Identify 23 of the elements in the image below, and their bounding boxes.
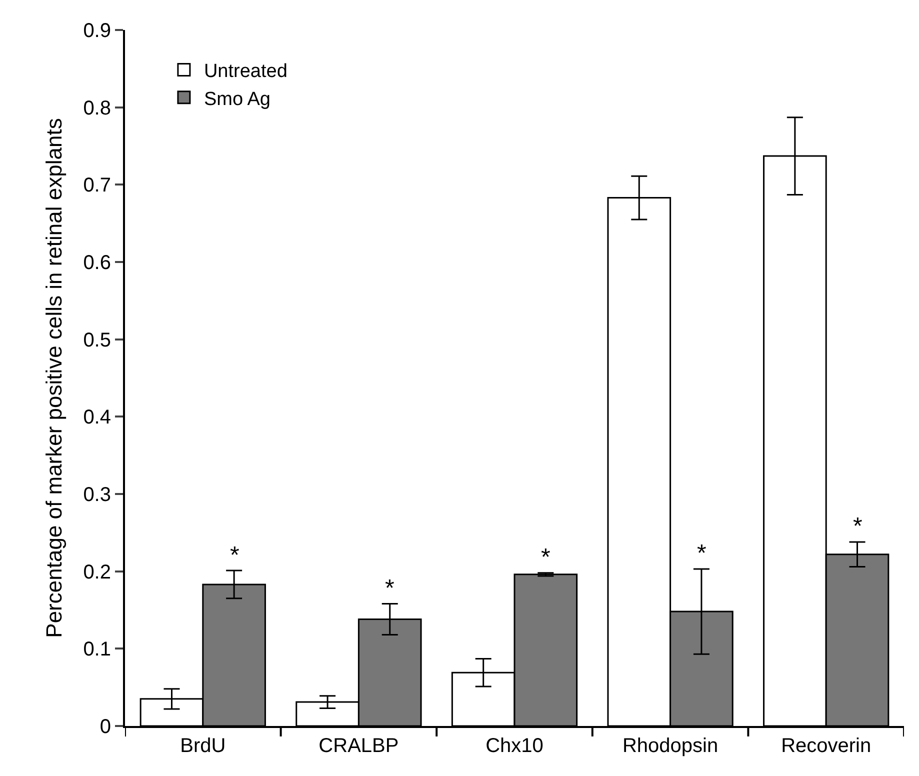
legend-label: Untreated [204, 61, 288, 82]
y-tick-label: 0 [100, 716, 111, 738]
annotation: * [697, 540, 706, 567]
y-axis-title: Percentage of marker positive cells in retinal explants [41, 118, 66, 638]
legend-label: Smo Ag [204, 88, 270, 110]
y-tick-label: 0.1 [83, 638, 111, 661]
annotation: * [541, 544, 550, 571]
annotation: * [385, 575, 394, 602]
x-tick-label: Recoverin [781, 735, 872, 757]
x-tick-label: BrdU [180, 735, 226, 757]
y-tick-label: 0.7 [83, 174, 111, 197]
annotation: * [853, 513, 862, 540]
y-tick-label: 0.4 [83, 406, 111, 429]
x-tick-label: CRALBP [318, 735, 399, 757]
y-tick-label: 0.8 [83, 97, 111, 120]
annotation: * [230, 542, 240, 569]
x-tick-label: Rhodopsin [622, 735, 718, 757]
y-tick-label: 0.2 [83, 561, 111, 584]
x-tick-label: Chx10 [486, 735, 544, 757]
y-tick-label: 0.9 [83, 20, 111, 42]
y-tick-label: 0.3 [83, 484, 111, 506]
y-tick-label: 0.5 [83, 329, 111, 352]
y-tick-label: 0.6 [83, 252, 111, 274]
